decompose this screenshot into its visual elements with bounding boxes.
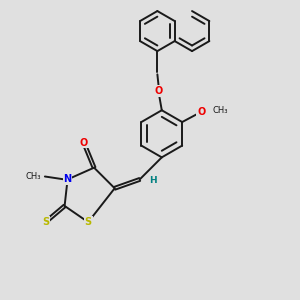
Text: O: O <box>197 107 206 117</box>
Text: O: O <box>155 86 163 96</box>
Text: S: S <box>42 217 49 227</box>
Text: CH₃: CH₃ <box>212 106 228 115</box>
Text: O: O <box>80 138 88 148</box>
Text: N: N <box>64 174 72 184</box>
Text: H: H <box>149 176 157 185</box>
Text: CH₃: CH₃ <box>26 172 41 181</box>
Text: S: S <box>85 217 92 227</box>
